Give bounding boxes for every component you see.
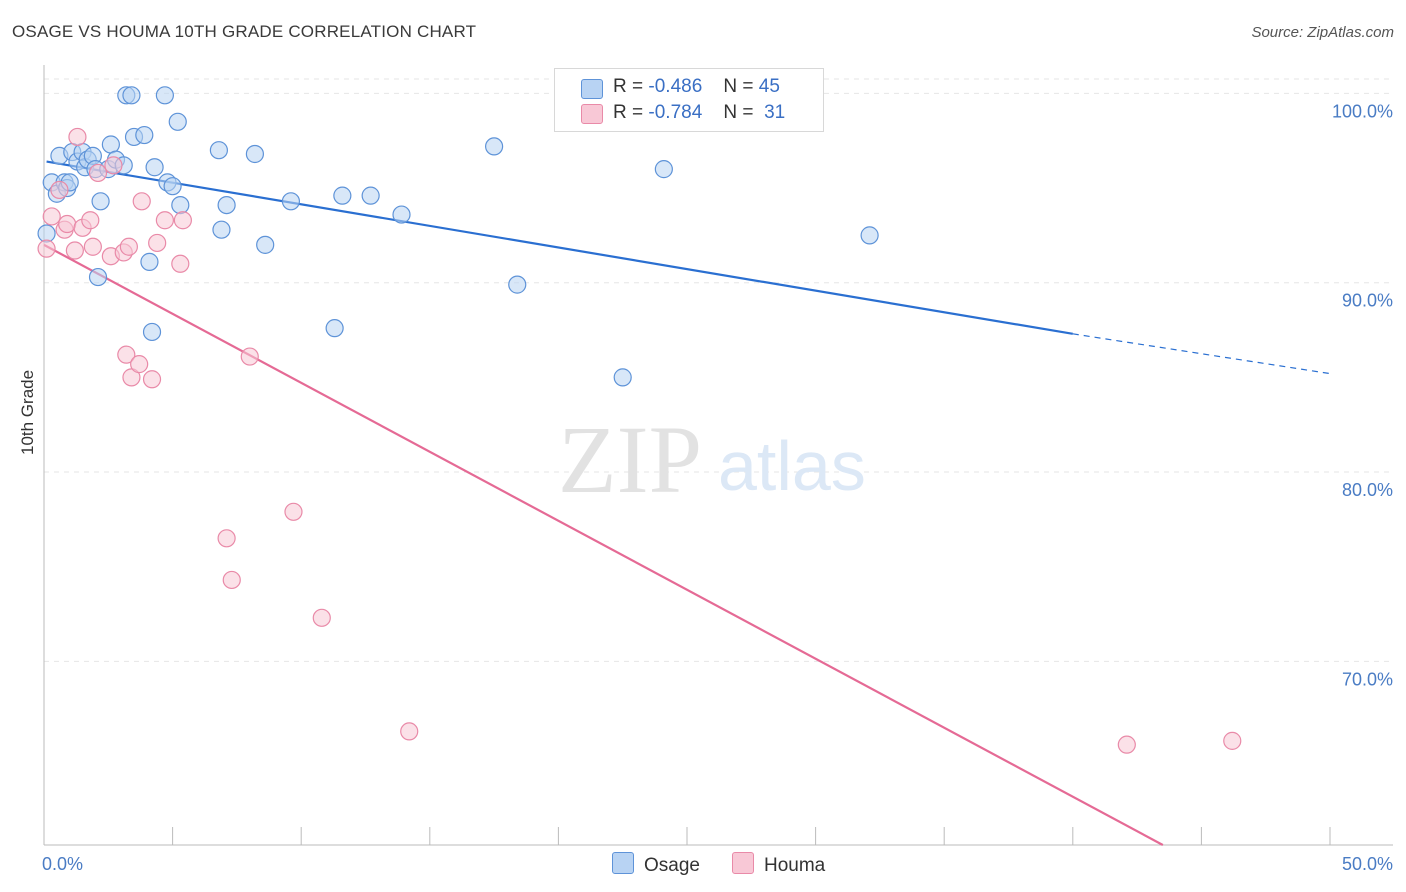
osage-point <box>209 141 228 160</box>
houma-point <box>117 345 136 364</box>
watermark-atlas: atlas <box>718 427 866 505</box>
osage-point <box>37 224 56 243</box>
osage-point <box>101 135 120 154</box>
watermark: ZIP atlas <box>558 406 866 513</box>
watermark-zip: ZIP <box>558 406 702 513</box>
osage-point <box>168 112 187 131</box>
osage-point <box>122 86 141 105</box>
osage-point <box>142 322 162 342</box>
osage-point <box>91 192 110 211</box>
houma-point <box>171 254 190 273</box>
osage-point <box>325 319 344 338</box>
houma-point <box>104 156 123 175</box>
houma-point <box>173 211 192 230</box>
legend-n-label: N = <box>723 102 754 123</box>
osage-trend-extension <box>1072 333 1331 375</box>
osage-point <box>281 192 301 211</box>
series-legend-houma: Houma <box>732 852 825 877</box>
houma-point <box>142 370 162 389</box>
osage-point <box>508 275 527 294</box>
osage-point <box>155 86 174 105</box>
osage-point <box>245 144 265 164</box>
osage-point <box>256 235 275 254</box>
source-label: Source: ZipAtlas.com <box>1251 24 1394 41</box>
y-tick-label: 80.0% <box>1342 480 1393 500</box>
houma-point <box>284 502 303 521</box>
legend-row-osage: R = -0.486 N = 45 <box>613 76 780 98</box>
houma-point <box>65 241 84 260</box>
chart-title: OSAGE VS HOUMA 10TH GRADE CORRELATION CH… <box>12 22 477 41</box>
correlation-legend: R = -0.486 N = 45 R = -0.784 N = 31 <box>554 68 824 132</box>
osage-point <box>860 226 879 245</box>
houma-point <box>1223 731 1242 750</box>
houma-point <box>130 355 149 374</box>
osage-point <box>361 186 380 205</box>
legend-n-value-houma: 31 <box>764 102 786 123</box>
osage-point <box>140 252 159 271</box>
osage-legend-label: Osage <box>644 855 700 876</box>
osage-point <box>392 205 411 224</box>
legend-r-label: R = <box>613 102 644 123</box>
houma-point <box>68 127 87 147</box>
osage-point <box>613 368 632 387</box>
houma-point <box>217 529 236 548</box>
osage-point <box>145 158 164 177</box>
axes <box>43 65 1393 846</box>
data-points <box>37 86 1242 754</box>
y-tick-labels: 70.0% 80.0% 90.0% 100.0% <box>1332 101 1393 689</box>
houma-point <box>50 180 69 200</box>
osage-point <box>88 267 108 287</box>
houma-point <box>312 608 331 627</box>
legend-r-value-osage: -0.486 <box>648 76 703 97</box>
houma-point <box>1117 735 1136 754</box>
osage-trend-line <box>46 160 1073 335</box>
osage-swatch <box>581 79 603 99</box>
osage-point <box>212 220 231 239</box>
osage-point <box>333 186 352 205</box>
legend-row-houma: R = -0.784 N = 31 <box>613 102 785 124</box>
series-legend-osage: Osage <box>612 852 700 877</box>
x-tick-label-max: 50.0% <box>1342 854 1393 874</box>
legend-n-value-osage: 45 <box>758 76 780 97</box>
houma-point <box>88 163 108 183</box>
osage-legend-swatch <box>612 852 634 874</box>
houma-point <box>83 237 102 256</box>
legend-n-label: N = <box>723 76 754 97</box>
osage-point <box>163 177 182 196</box>
houma-point <box>148 233 167 253</box>
houma-point <box>81 211 100 230</box>
houma-point <box>58 214 77 234</box>
houma-point <box>119 237 138 256</box>
houma-point <box>37 239 56 258</box>
trend-lines <box>43 160 1331 846</box>
osage-point <box>217 195 236 215</box>
houma-point <box>222 570 241 590</box>
osage-point <box>135 125 154 145</box>
x-tick-label-min: 0.0% <box>42 854 83 874</box>
y-tick-label: 90.0% <box>1342 291 1393 311</box>
houma-point <box>240 347 259 366</box>
legend-r-label: R = <box>613 76 644 97</box>
houma-legend-swatch <box>732 852 754 874</box>
houma-point <box>132 192 151 211</box>
y-tick-label: 70.0% <box>1342 669 1393 689</box>
houma-legend-label: Houma <box>764 855 826 876</box>
houma-swatch <box>581 104 603 124</box>
osage-point <box>171 195 190 215</box>
houma-point <box>42 207 61 226</box>
grid-lines <box>44 78 1393 662</box>
legend-r-value-houma: -0.784 <box>648 102 703 123</box>
houma-point <box>155 211 174 230</box>
y-tick-label: 100.0% <box>1332 101 1393 121</box>
osage-point <box>485 137 504 156</box>
osage-point <box>654 160 673 179</box>
houma-point <box>400 722 419 741</box>
houma-trend-line <box>43 243 1164 846</box>
